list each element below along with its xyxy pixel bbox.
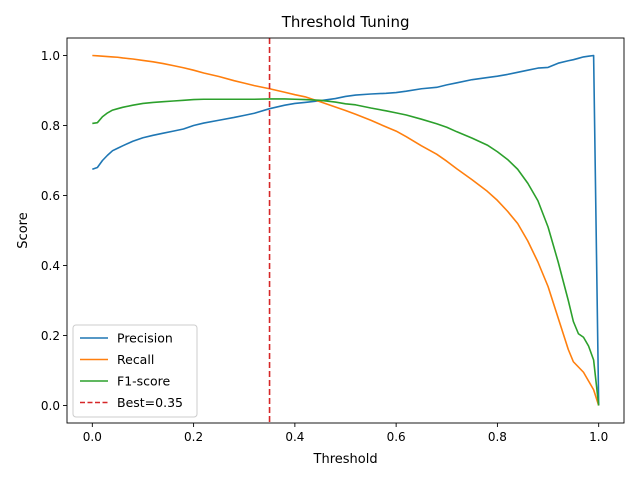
y-tick-label: 0.6 xyxy=(41,189,60,203)
x-axis-label: Threshold xyxy=(313,452,378,467)
chart-title: Threshold Tuning xyxy=(281,13,410,31)
y-axis-label: Score xyxy=(16,212,31,248)
y-axis: 0.0 0.2 0.4 0.6 0.8 1.0 xyxy=(41,49,67,413)
series-line-f1-score xyxy=(92,98,600,406)
x-tick-label: 0.8 xyxy=(488,430,507,444)
series-line-precision xyxy=(92,54,600,406)
series-line-recall xyxy=(92,54,600,406)
legend-label: Recall xyxy=(117,352,154,367)
legend: Precision Recall F1-score Best=0.35 xyxy=(72,324,198,418)
series-layer xyxy=(92,38,600,423)
legend-label: Precision xyxy=(117,331,173,346)
x-tick-label: 0.6 xyxy=(387,430,406,444)
y-tick-label: 0.4 xyxy=(41,259,60,273)
x-tick-label: 0.4 xyxy=(285,430,304,444)
y-tick-label: 0.8 xyxy=(41,119,60,133)
x-tick-label: 0.0 xyxy=(83,430,102,444)
legend-label: F1-score xyxy=(117,374,171,389)
x-tick-label: 0.2 xyxy=(184,430,203,444)
legend-label: Best=0.35 xyxy=(117,395,183,410)
y-tick-label: 0.0 xyxy=(41,399,60,413)
legend-box xyxy=(72,324,198,418)
plot-frame xyxy=(66,37,625,424)
x-tick-label: 1.0 xyxy=(589,430,608,444)
y-tick-label: 0.2 xyxy=(41,329,60,343)
x-axis: 0.0 0.2 0.4 0.6 0.8 1.0 xyxy=(83,423,608,444)
y-tick-label: 1.0 xyxy=(41,49,60,63)
